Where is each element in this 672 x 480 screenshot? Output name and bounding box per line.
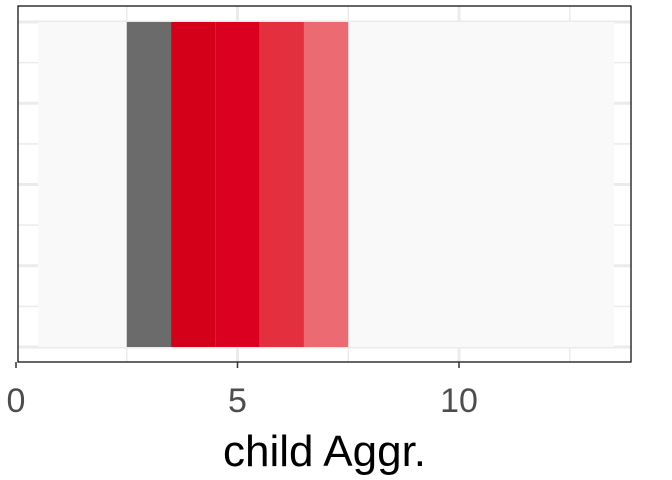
x-tick-label: 10	[440, 382, 478, 420]
heat-cell	[215, 22, 260, 347]
heat-cell	[259, 22, 304, 347]
plot-border	[17, 5, 632, 363]
x-tick-label: 0	[7, 382, 26, 420]
x-axis-title: child Aggr.	[223, 427, 426, 476]
x-axis-ticks	[15, 362, 460, 368]
heat-cells	[126, 22, 349, 347]
heat-cell	[126, 22, 172, 347]
heat-cell	[303, 22, 349, 347]
heat-cell	[171, 22, 216, 347]
x-tick-label: 5	[228, 382, 247, 420]
